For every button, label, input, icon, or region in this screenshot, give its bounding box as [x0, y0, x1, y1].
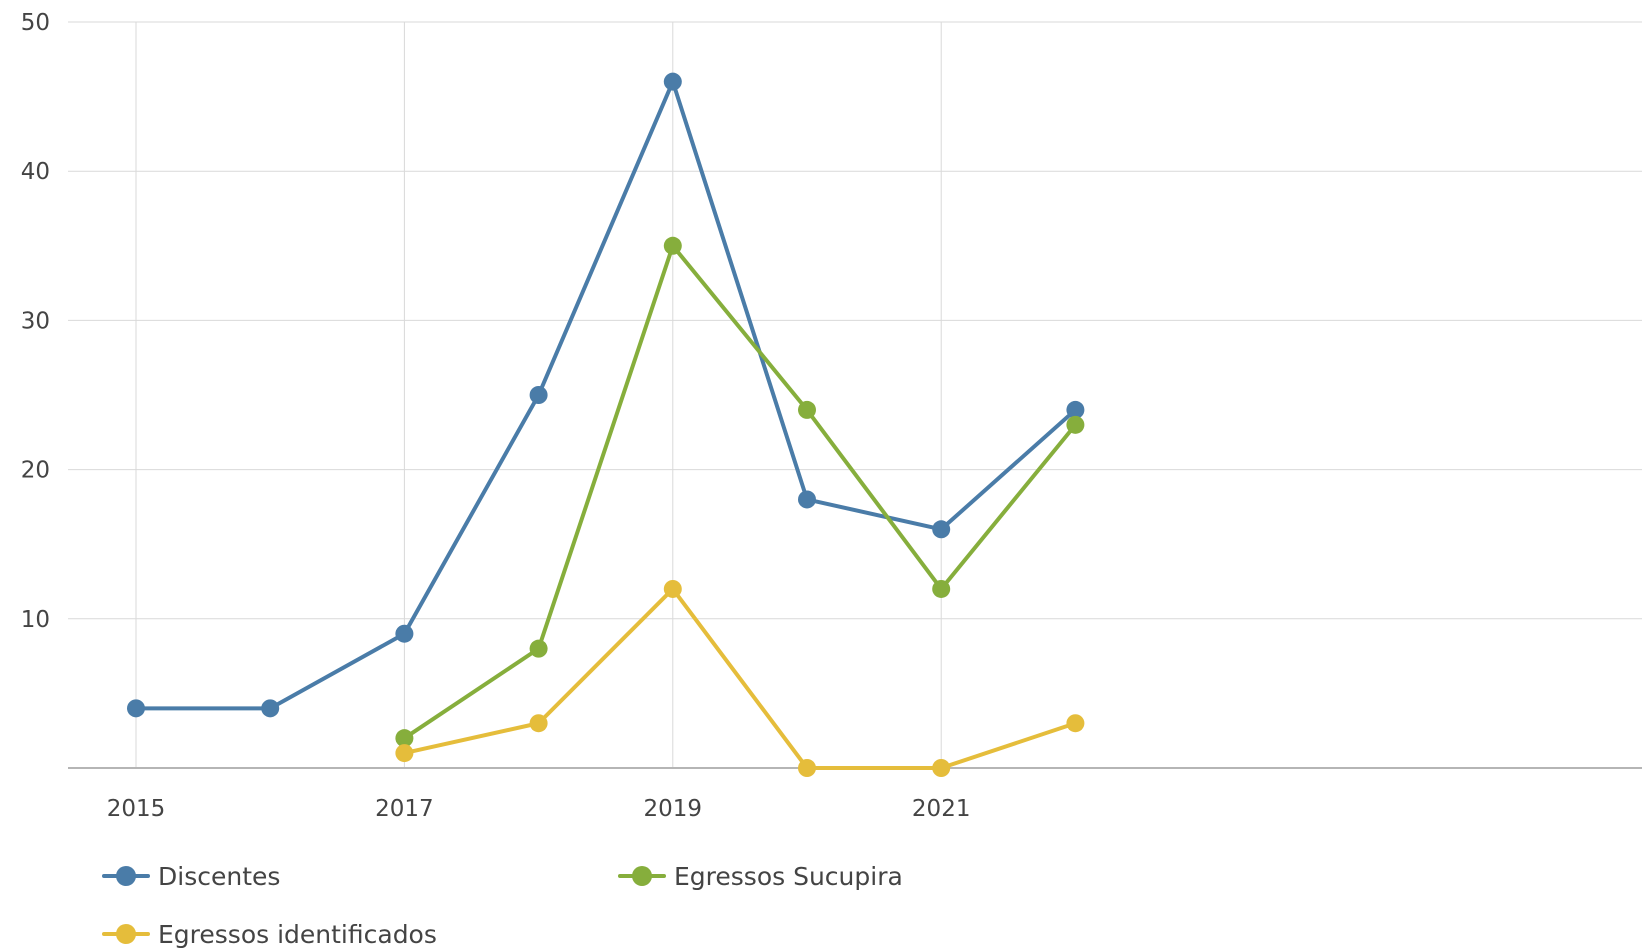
x-tick-label-2017: 2017	[375, 796, 434, 822]
data-point-egressos-identificados-2020[interactable]	[798, 759, 816, 777]
data-point-egressos-identificados-2017[interactable]	[395, 744, 414, 763]
data-point-egressos-identificados-2018[interactable]	[529, 714, 548, 733]
series-line-egressos-sucupira	[402, 243, 1078, 741]
legend-swatch-marker	[116, 866, 136, 886]
legend-swatch-marker	[116, 924, 136, 944]
x-tick-label-2021: 2021	[912, 796, 971, 822]
series-group	[127, 72, 1085, 777]
x-tick-label-2019: 2019	[644, 796, 703, 822]
series-line-discentes	[134, 79, 1078, 711]
legend-swatch-marker	[632, 866, 652, 886]
series-discentes	[127, 72, 1085, 718]
legend-label-egressos-sucupira: Egressos Sucupira	[674, 862, 903, 891]
data-point-egressos-identificados-2019[interactable]	[663, 579, 682, 598]
series-egressos-identificados	[395, 579, 1085, 777]
data-point-discentes-2018[interactable]	[529, 386, 548, 404]
grid	[68, 21, 1642, 768]
data-point-discentes-2019[interactable]	[663, 72, 682, 91]
data-point-egressos-sucupira-2018[interactable]	[529, 639, 548, 658]
data-point-discentes-2016[interactable]	[261, 699, 280, 718]
data-point-egressos-identificados-2022[interactable]	[1066, 714, 1085, 733]
data-point-egressos-sucupira-2019[interactable]	[663, 236, 682, 255]
data-point-discentes-2022[interactable]	[1066, 400, 1085, 419]
legend-item-egressos-sucupira[interactable]: Egressos Sucupira	[618, 862, 903, 891]
legend-item-egressos-identificados[interactable]: Egressos identificados	[102, 920, 437, 949]
y-tick-label-30: 30	[21, 308, 50, 334]
data-point-egressos-identificados-2021[interactable]	[932, 759, 951, 777]
y-tick-label-40: 40	[21, 159, 50, 185]
data-point-discentes-2020[interactable]	[798, 490, 816, 509]
legend-label-egressos-identificados: Egressos identificados	[158, 920, 437, 949]
y-tick-label-50: 50	[21, 10, 50, 36]
legend-item-discentes[interactable]: Discentes	[102, 862, 280, 891]
y-tick-label-20: 20	[21, 458, 50, 484]
x-tick-label-2015: 2015	[107, 796, 166, 822]
data-point-egressos-sucupira-2020[interactable]	[798, 400, 816, 419]
y-tick-label-10: 10	[21, 607, 50, 633]
legend: Discentes Egressos Sucupira Egressos ident…	[102, 862, 903, 949]
series-line-egressos-identificados	[402, 586, 1078, 770]
data-point-egressos-sucupira-2022[interactable]	[1066, 415, 1085, 434]
legend-label-discentes: Discentes	[158, 862, 280, 891]
data-point-discentes-2015[interactable]	[127, 699, 145, 718]
data-point-egressos-sucupira-2021[interactable]	[932, 579, 951, 598]
data-point-egressos-sucupira-2017[interactable]	[395, 729, 414, 748]
axes: 10 20 30 40 50 2015 2017 2019 2021	[21, 10, 1642, 822]
data-point-discentes-2021[interactable]	[932, 520, 951, 539]
series-egressos-sucupira	[395, 236, 1085, 748]
data-point-discentes-2017[interactable]	[395, 624, 414, 643]
